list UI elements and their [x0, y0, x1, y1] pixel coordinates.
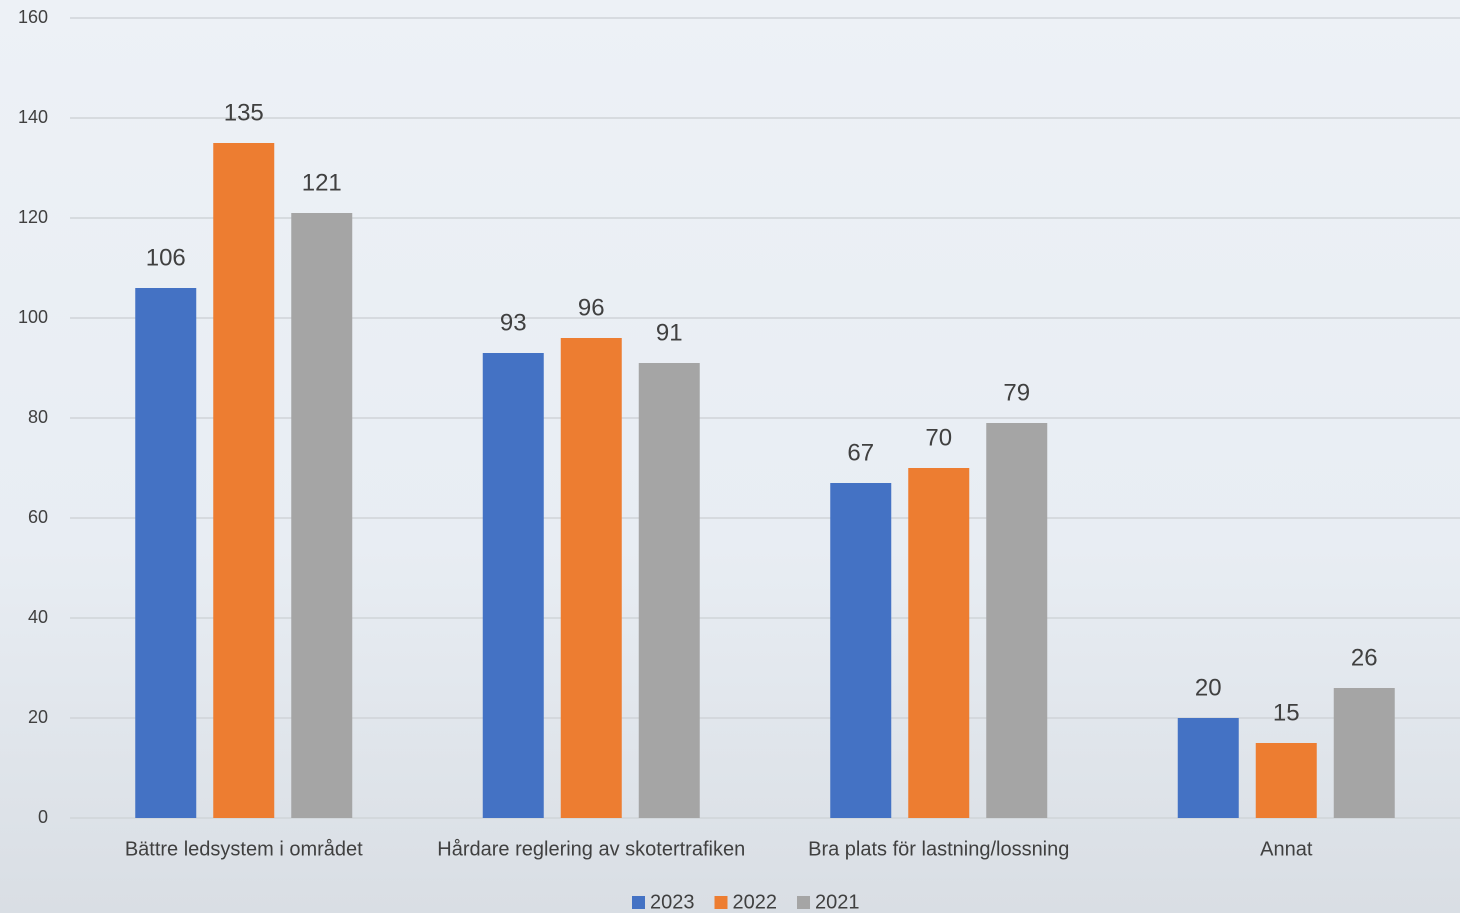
y-tick-label: 20	[28, 707, 48, 727]
value-label: 91	[656, 319, 683, 346]
value-label: 26	[1351, 644, 1378, 671]
legend-swatch	[714, 896, 728, 909]
bar	[908, 468, 970, 818]
value-label: 79	[1003, 379, 1030, 406]
bar	[560, 338, 622, 818]
value-label: 106	[146, 244, 186, 271]
y-tick-label: 80	[28, 407, 48, 427]
x-tick-label: Annat	[1260, 838, 1313, 860]
value-label: 70	[925, 424, 952, 451]
bar	[1333, 688, 1395, 818]
y-tick-label: 140	[18, 107, 48, 127]
bar	[1177, 718, 1239, 818]
y-tick-label: 120	[18, 207, 48, 227]
x-tick-label: Hårdare reglering av skotertrafiken	[437, 838, 745, 860]
legend-swatch	[797, 896, 810, 909]
bar	[986, 423, 1048, 818]
bar	[638, 363, 700, 818]
legend-label: 2022	[733, 891, 778, 913]
value-label: 96	[578, 294, 605, 321]
value-label: 67	[847, 439, 874, 466]
value-label: 20	[1195, 674, 1222, 701]
legend-swatch	[632, 896, 645, 909]
x-tick-label: Bättre ledsystem i området	[125, 838, 363, 860]
value-label: 121	[302, 169, 342, 196]
value-label: 135	[224, 99, 264, 126]
bar	[213, 143, 275, 818]
x-tick-label: Bra plats för lastning/lossning	[808, 838, 1069, 860]
bar	[830, 483, 892, 818]
y-tick-label: 100	[18, 307, 48, 327]
bar	[482, 353, 544, 818]
bar	[135, 288, 197, 818]
y-tick-label: 160	[18, 7, 48, 27]
legend-label: 2021	[815, 891, 860, 913]
bar	[1255, 743, 1317, 818]
y-tick-label: 40	[28, 607, 48, 627]
legend-label: 2023	[650, 891, 695, 913]
value-label: 15	[1273, 699, 1300, 726]
y-tick-label: 60	[28, 507, 48, 527]
y-tick-label: 0	[38, 807, 48, 827]
bar	[291, 213, 353, 818]
value-label: 93	[500, 309, 527, 336]
